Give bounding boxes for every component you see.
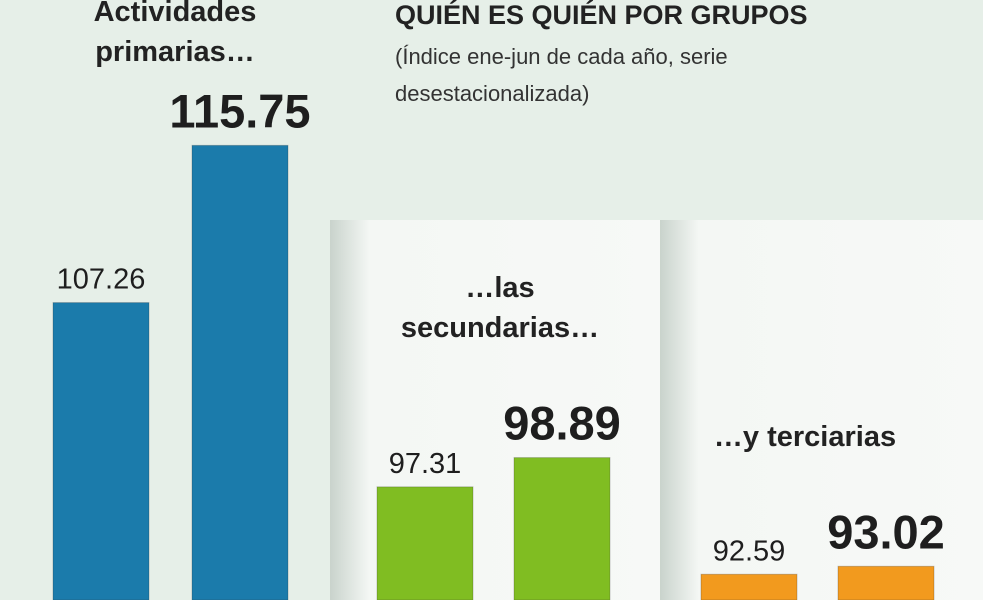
value-label: 97.31 [389, 448, 462, 480]
value-label: 92.59 [713, 535, 786, 567]
value-label: 115.75 [169, 84, 310, 137]
bar [376, 486, 474, 600]
group-title: …y terciarias [713, 421, 897, 453]
chart-subtitle: (Índice ene-jun de cada año, serie deses… [395, 44, 728, 106]
group-title: …las secundarias… [400, 272, 600, 344]
group-title: Actividades primarias… [93, 0, 257, 68]
bar [52, 302, 150, 600]
bar [837, 565, 935, 600]
bar [513, 457, 611, 600]
value-label: 107.26 [57, 264, 146, 296]
bar [191, 144, 289, 600]
bar [700, 573, 798, 600]
panel [660, 220, 983, 600]
value-label: 93.02 [827, 505, 945, 558]
value-label: 98.89 [503, 397, 621, 450]
chart-title: QUIÉN ES QUIÉN POR GRUPOS [395, 0, 808, 30]
